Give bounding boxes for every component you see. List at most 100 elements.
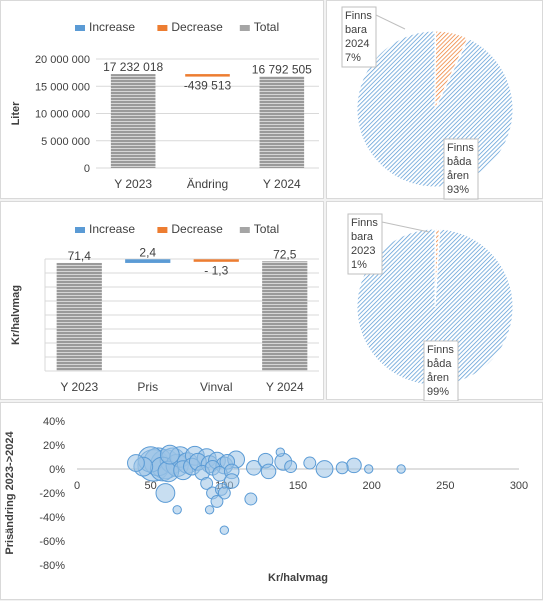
y-tick-label: 20% xyxy=(43,440,65,452)
pie-label-box-large xyxy=(423,340,459,401)
pie-label-box-large xyxy=(443,138,479,200)
bubble-point xyxy=(200,476,214,490)
bar-value-label: -439 513 xyxy=(184,78,232,92)
y-axis-title: Prisändring 2023->2024 xyxy=(4,431,16,555)
bubble-point xyxy=(346,457,362,474)
x-axis-title: Kr/halvmag xyxy=(268,572,328,584)
x-tick-label: Y 2023 xyxy=(114,177,152,191)
pie-label-small-line: 1% xyxy=(351,259,367,271)
bubble-point xyxy=(204,505,215,515)
x-tick-label: 200 xyxy=(362,480,380,492)
pie-label-large-line: åren xyxy=(427,372,449,384)
bar-pris xyxy=(125,259,171,263)
pie-label-large-line: båda xyxy=(427,358,452,370)
x-tick-label: Ändring xyxy=(187,177,228,191)
bubble-point xyxy=(284,460,298,474)
bar-value-label: 71,4 xyxy=(68,249,92,263)
legend-increase-swatch xyxy=(75,227,85,233)
bubble-point xyxy=(217,486,231,500)
bubble-point xyxy=(244,492,258,506)
y-tick-label: 10 000 000 xyxy=(35,109,90,121)
y-tick-label: 5 000 000 xyxy=(41,136,90,148)
bubble-point xyxy=(219,525,230,535)
y-axis-title: Liter xyxy=(10,101,22,126)
bubble-point xyxy=(303,456,317,470)
x-tick-label: Y 2023 xyxy=(60,380,98,394)
pie-leader-line xyxy=(375,14,406,30)
pie-kr-chart: Finns bara 2023 1% Finns båda åren 99% xyxy=(347,213,514,401)
bubble-point xyxy=(260,463,277,480)
bar-value-label: 72,5 xyxy=(273,247,297,261)
pie-label-small-line: 2023 xyxy=(351,245,375,257)
bar-value-label: - 1,3 xyxy=(204,263,228,277)
bubble-panel: 40%20%0%-20%-40%-60%-80%0501001502002503… xyxy=(0,402,543,600)
x-tick-label: 250 xyxy=(436,480,454,492)
legend-total-label: Total xyxy=(254,222,279,236)
y-tick-label: -60% xyxy=(39,536,65,548)
y-tick-label: 0% xyxy=(49,464,65,476)
y-tick-label: 20 000 000 xyxy=(35,54,90,66)
pie-label-box-small xyxy=(347,213,383,275)
bar-y-2023 xyxy=(56,262,102,371)
bar-y-2024 xyxy=(262,261,308,371)
x-tick-label: Y 2024 xyxy=(266,380,304,394)
pie-slice-small xyxy=(434,30,469,110)
bar-ändring xyxy=(185,74,230,77)
bubble-point xyxy=(275,447,286,457)
waterfall-liter-panel: Increase Decrease Total 0 5 000 000 10 000 00… xyxy=(0,0,324,199)
bubble-point xyxy=(223,473,240,489)
bubble-point xyxy=(210,494,224,508)
legend-increase-swatch xyxy=(75,25,85,31)
bubble-chart: 40%20%0%-20%-40%-60%-80%0501001502002503… xyxy=(4,416,528,584)
bar-y-2024 xyxy=(259,76,305,168)
pie-label-small-line: 2024 xyxy=(345,38,369,50)
y-tick-label: -20% xyxy=(39,488,65,500)
pie-label-small-line: Finns xyxy=(351,217,378,229)
pie-label-large-line: Finns xyxy=(447,142,474,154)
pie-label-large-line: båda xyxy=(447,156,472,168)
pie-label-large-line: 93% xyxy=(447,184,469,196)
legend-total-swatch xyxy=(239,227,250,233)
pie-label-large-line: åren xyxy=(447,170,469,182)
waterfall-liter-chart: Increase Decrease Total 0 5 000 000 10 000 00… xyxy=(10,20,319,191)
bar-value-label: 16 792 505 xyxy=(252,62,312,76)
pie-liter-chart: Finns bara 2024 7% Finns båda åren 93% xyxy=(341,6,514,200)
x-tick-label: 150 xyxy=(289,480,307,492)
bubble-point xyxy=(396,464,406,474)
legend-decrease-swatch xyxy=(157,227,168,233)
legend-decrease-label: Decrease xyxy=(171,20,223,34)
waterfall-kr-chart: Increase Decrease Total Kr/halvmag 71,4 Y 202… xyxy=(10,222,319,394)
bubble-point xyxy=(335,461,349,475)
pie-liter-panel: Finns bara 2024 7% Finns båda åren 93% xyxy=(326,0,543,200)
y-tick-label: 40% xyxy=(43,416,65,428)
pie-leader-line xyxy=(381,221,430,233)
y-tick-label: -40% xyxy=(39,512,65,524)
x-tick-label: 0 xyxy=(74,480,80,492)
pie-label-large-line: Finns xyxy=(427,344,454,356)
bubble-point xyxy=(246,460,262,476)
legend-total-label: Total xyxy=(254,20,279,34)
pie-label-small-line: Finns xyxy=(345,10,372,22)
legend-total-swatch xyxy=(239,25,250,31)
x-tick-label: Y 2024 xyxy=(263,177,301,191)
bubble-point xyxy=(155,483,176,503)
x-tick-label: Pris xyxy=(137,380,158,394)
legend-increase-label: Increase xyxy=(89,20,135,34)
bubble-point xyxy=(127,454,145,472)
bar-value-label: 2,4 xyxy=(139,245,156,259)
waterfall-kr-panel: Increase Decrease Total Kr/halvmag 71,4 Y 202… xyxy=(0,201,324,400)
pie-label-small-line: bara xyxy=(345,24,368,36)
legend-increase-label: Increase xyxy=(89,222,135,236)
pie-label-box-small xyxy=(341,6,377,68)
x-tick-label: 300 xyxy=(510,480,528,492)
bar-y-2023 xyxy=(110,74,156,168)
pie-label-small-line: bara xyxy=(351,231,374,243)
x-tick-label: 50 xyxy=(145,480,157,492)
pie-kr-panel: Finns bara 2023 1% Finns båda åren 99% xyxy=(326,201,543,401)
x-tick-label: Vinval xyxy=(200,380,232,394)
legend-decrease-swatch xyxy=(157,25,168,31)
pie-slice-small xyxy=(434,228,440,308)
y-tick-label: 0 xyxy=(84,163,90,175)
y-axis-title: Kr/halvmag xyxy=(10,285,22,345)
bubble-point xyxy=(364,464,374,474)
